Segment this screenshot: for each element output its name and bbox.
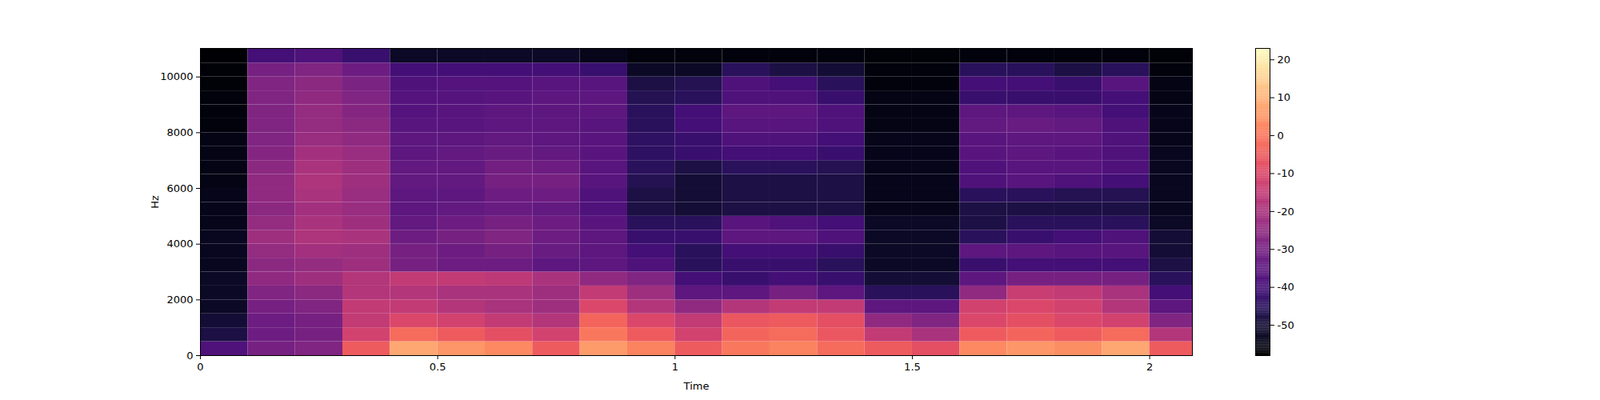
svg-text:-50: -50 — [1277, 319, 1295, 332]
svg-text:-20: -20 — [1277, 205, 1295, 218]
svg-text:0.5: 0.5 — [429, 360, 447, 373]
svg-text:-40: -40 — [1277, 280, 1295, 293]
svg-text:Hz: Hz — [148, 195, 161, 209]
svg-text:1: 1 — [672, 360, 679, 373]
svg-text:1.5: 1.5 — [904, 360, 921, 373]
svg-text:4000: 4000 — [166, 237, 193, 250]
svg-text:10000: 10000 — [160, 70, 193, 83]
svg-text:0: 0 — [186, 349, 193, 362]
svg-text:-30: -30 — [1277, 243, 1295, 256]
svg-text:-10: -10 — [1277, 167, 1295, 180]
svg-text:2000: 2000 — [166, 293, 193, 306]
svg-text:10: 10 — [1277, 91, 1292, 104]
svg-text:0: 0 — [196, 360, 204, 373]
svg-text:6000: 6000 — [166, 182, 193, 195]
svg-text:2: 2 — [1146, 360, 1153, 373]
svg-text:20: 20 — [1277, 53, 1292, 66]
svg-text:0: 0 — [1277, 129, 1284, 142]
svg-text:Time: Time — [683, 380, 710, 392]
svg-text:8000: 8000 — [166, 126, 193, 139]
